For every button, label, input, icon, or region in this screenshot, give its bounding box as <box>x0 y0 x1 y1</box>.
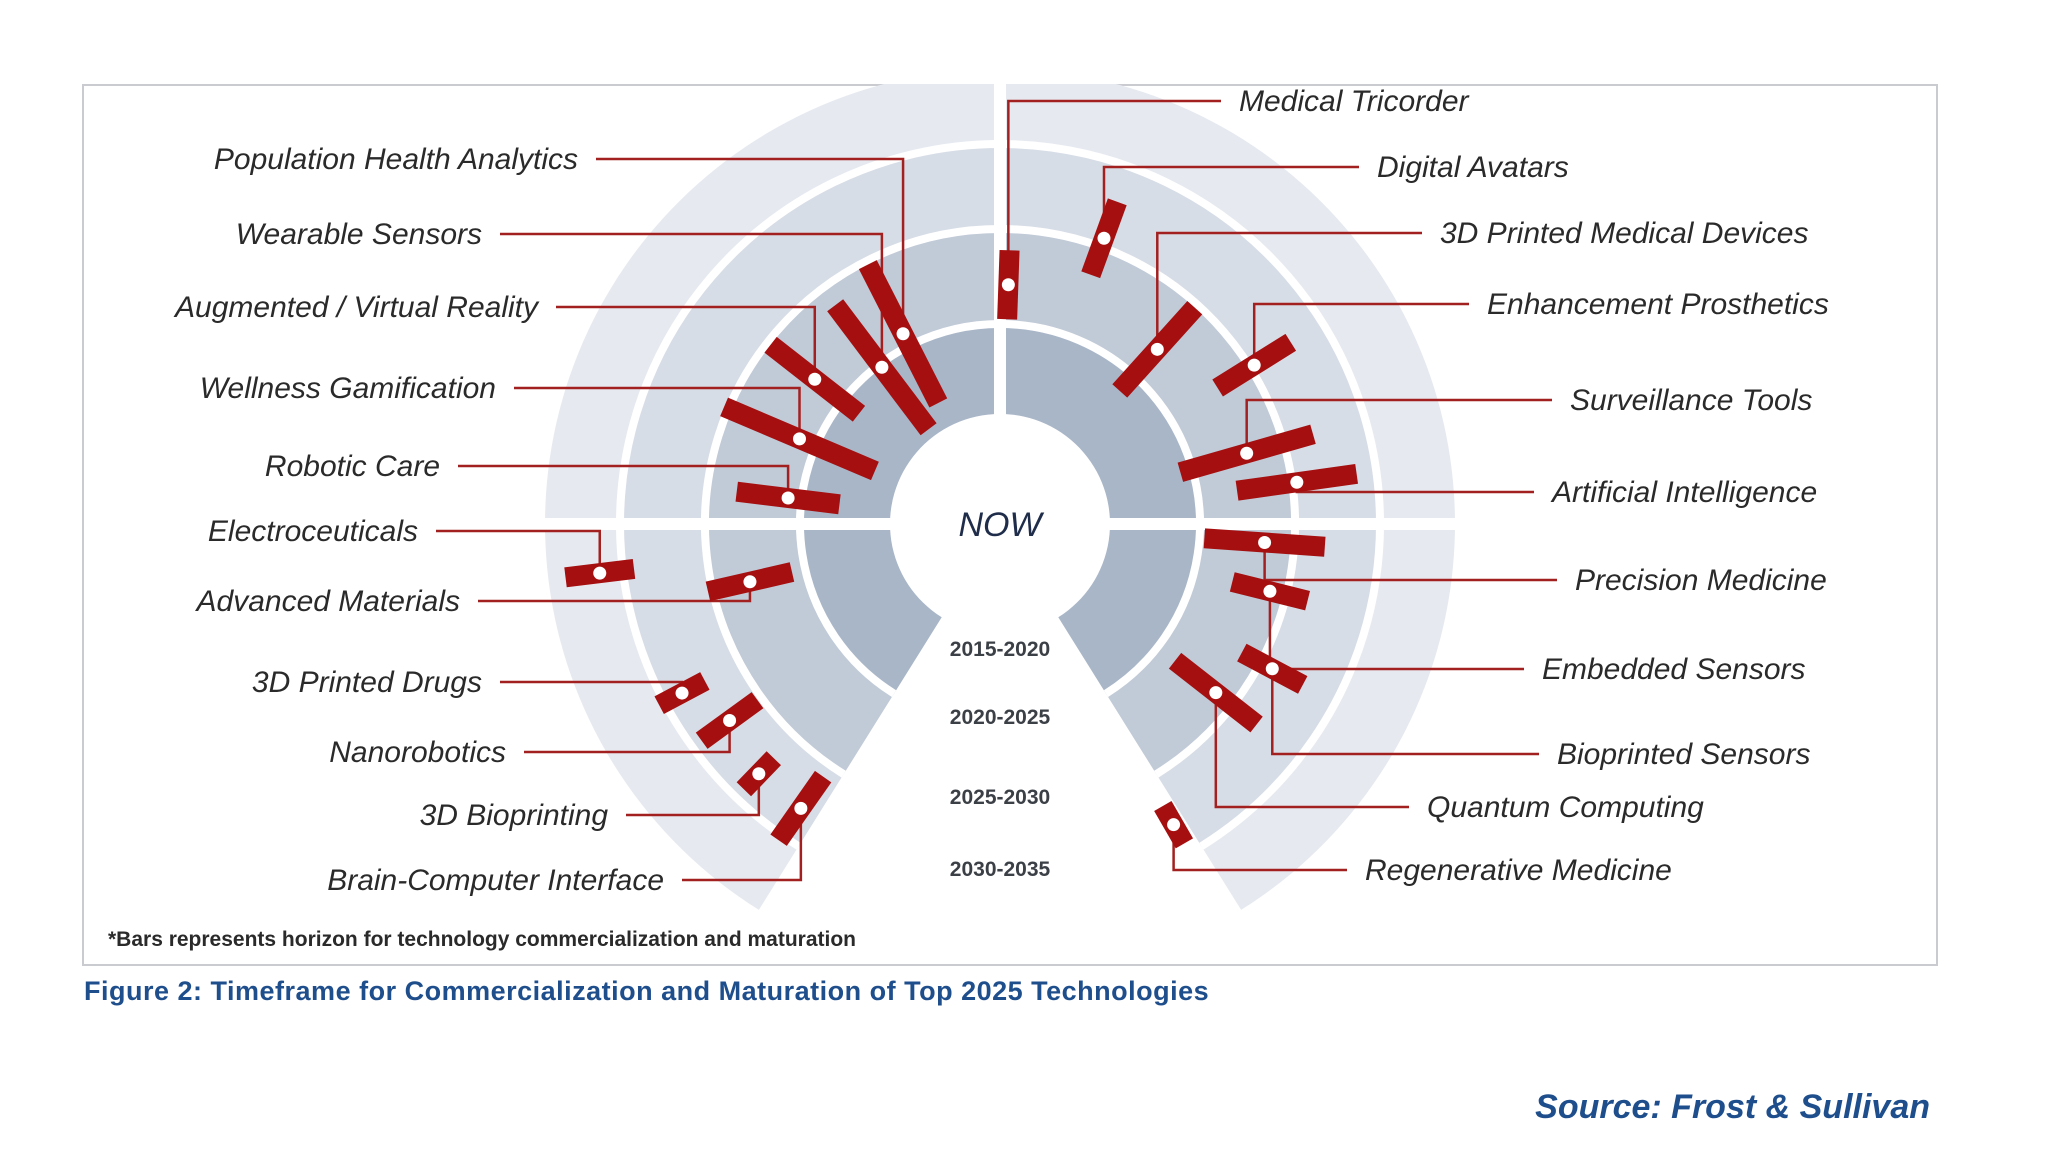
leader-line <box>1007 99 1221 285</box>
leader-line <box>1252 302 1469 366</box>
technology-label: Quantum Computing <box>1427 791 1704 824</box>
technology-label: 3D Printed Drugs <box>252 666 482 699</box>
radial-timeline-chart: Population Health Analytics Wearable Sens… <box>108 84 1829 951</box>
technology-label: 3D Printed Medical Devices <box>1440 217 1808 250</box>
bar-marker-dot <box>743 575 757 589</box>
technology-label: Embedded Sensors <box>1542 653 1806 686</box>
bar-marker-dot <box>1167 818 1181 832</box>
source-credit: Source: Frost & Sullivan <box>1535 1088 1930 1126</box>
leader-line <box>1156 231 1422 350</box>
bar-marker-dot <box>723 713 737 727</box>
bar-marker-dot <box>675 686 689 700</box>
technology-label: Digital Avatars <box>1377 151 1569 184</box>
bar-marker-dot <box>593 566 607 580</box>
technology-labels: Population Health Analytics Wearable Sens… <box>173 85 1829 897</box>
bar-marker-dot <box>896 327 910 341</box>
bar-marker-dot <box>1247 358 1261 372</box>
technology-label: Medical Tricorder <box>1239 85 1470 118</box>
ring-gaps <box>541 84 1459 850</box>
bar-marker-dot <box>1265 662 1279 676</box>
technology-label: Regenerative Medicine <box>1365 854 1672 887</box>
leader-line <box>1271 668 1539 756</box>
technology-bars <box>564 198 1359 849</box>
technology-label: Bioprinted Sensors <box>1557 738 1810 771</box>
bar-marker-dot <box>875 360 889 374</box>
ring-band-1 <box>800 324 1200 694</box>
bar-marker-dot <box>1290 475 1304 489</box>
technology-label: Enhancement Prosthetics <box>1487 288 1829 321</box>
leader-line <box>682 808 803 882</box>
technology-label: Precision Medicine <box>1575 564 1827 597</box>
bar-marker-dot <box>794 801 808 815</box>
technology-label: Wearable Sensors <box>236 218 482 251</box>
bar-marker-dot <box>1001 278 1015 292</box>
leader-line <box>1214 692 1409 809</box>
ring-label-1: 2015-2020 <box>950 638 1050 661</box>
technology-label: Electroceuticals <box>208 515 418 548</box>
technology-label: Nanorobotics <box>329 736 506 769</box>
technology-label: Surveillance Tools <box>1570 384 1812 417</box>
ring-label-4: 2030-2035 <box>950 858 1051 881</box>
bar-marker-dot <box>781 491 795 505</box>
bar-marker-dot <box>808 372 822 386</box>
technology-label: Advanced Materials <box>195 585 460 618</box>
bar-marker-dot <box>793 432 807 446</box>
ring-label-2: 2020-2025 <box>950 706 1051 729</box>
bar-marker-dot <box>1263 584 1277 598</box>
leader-line <box>556 305 817 380</box>
leader-line <box>458 464 790 498</box>
bar-marker-dot <box>1240 446 1254 460</box>
leader-line <box>1245 398 1552 454</box>
technology-label: Augmented / Virtual Reality <box>173 291 540 324</box>
technology-label: 3D Bioprinting <box>420 799 609 832</box>
technology-label: Brain-Computer Interface <box>327 864 664 897</box>
leader-line <box>436 529 602 574</box>
bar-marker-dot <box>1150 342 1164 356</box>
bar-marker-dot <box>1258 536 1272 550</box>
chart-footnote: *Bars represents horizon for technology … <box>108 928 856 951</box>
technology-label: Artificial Intelligence <box>1550 476 1817 509</box>
technology-label: Population Health Analytics <box>214 143 578 176</box>
bar-marker-dot <box>1097 231 1111 245</box>
bar-marker-dot <box>1209 686 1223 700</box>
technology-label: Wellness Gamification <box>200 372 496 405</box>
leader-line <box>596 157 905 334</box>
leader-line <box>514 386 801 439</box>
ring-label-3: 2025-2030 <box>950 786 1050 809</box>
leader-line <box>500 232 884 368</box>
technology-label: Robotic Care <box>265 450 440 483</box>
bar-marker-dot <box>752 767 766 781</box>
center-now-label: NOW <box>958 506 1044 544</box>
figure-caption: Figure 2: Timeframe for Commercializatio… <box>84 976 1210 1006</box>
